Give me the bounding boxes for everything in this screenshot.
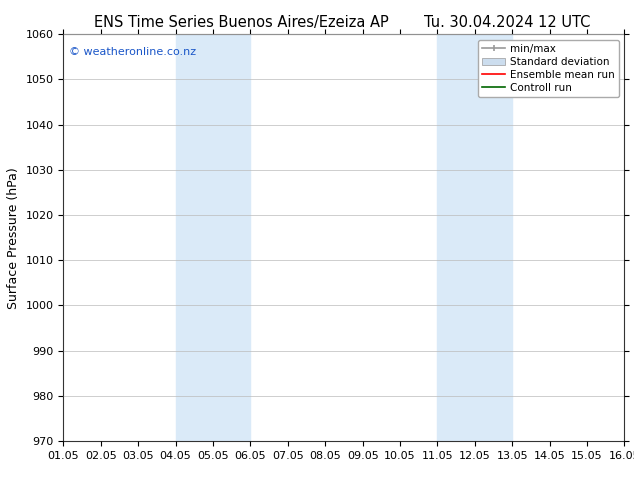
- Text: © weatheronline.co.nz: © weatheronline.co.nz: [69, 47, 196, 56]
- Bar: [176, 34, 250, 441]
- Text: ENS Time Series Buenos Aires/Ezeiza AP: ENS Time Series Buenos Aires/Ezeiza AP: [94, 15, 388, 30]
- Text: Tu. 30.04.2024 12 UTC: Tu. 30.04.2024 12 UTC: [424, 15, 590, 30]
- Legend: min/max, Standard deviation, Ensemble mean run, Controll run: min/max, Standard deviation, Ensemble me…: [478, 40, 619, 97]
- Y-axis label: Surface Pressure (hPa): Surface Pressure (hPa): [7, 167, 20, 309]
- Bar: [437, 34, 512, 441]
